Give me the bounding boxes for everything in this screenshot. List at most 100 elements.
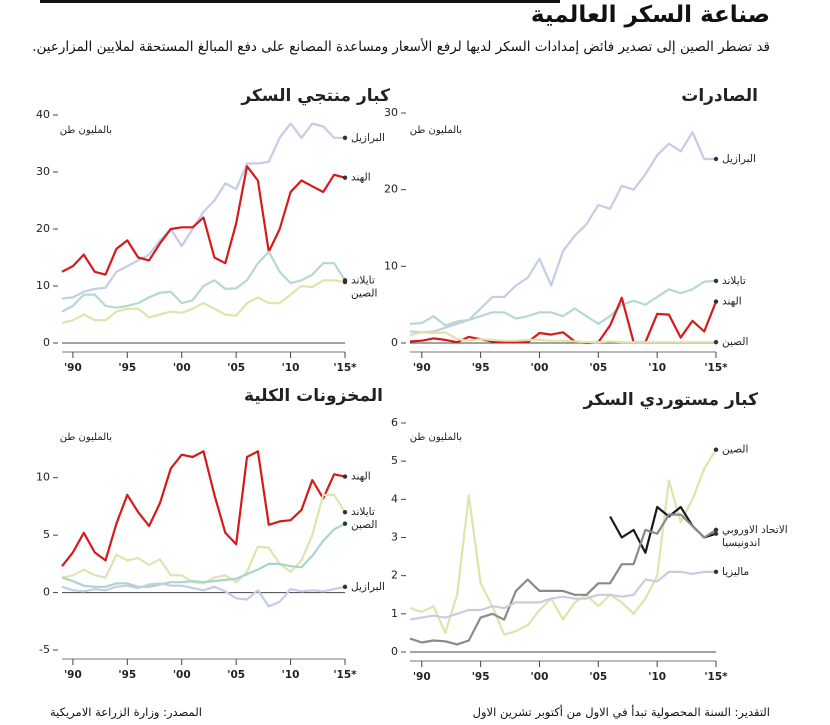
y-tick-label: 5 [43, 528, 50, 541]
series-line [409, 279, 717, 327]
end-dot [342, 279, 348, 285]
y-tick-label: 40 [36, 108, 50, 121]
x-tick-label: '05 [227, 669, 245, 681]
end-dot [342, 474, 348, 479]
series-label: الهند [722, 296, 742, 308]
series-label: اندونيسيا [722, 537, 760, 549]
series-label: الصين [351, 519, 377, 531]
x-tick-label: '15* [333, 669, 357, 681]
series-line [409, 449, 717, 636]
series-label: تايلاند [722, 275, 746, 287]
y-tick-label: 20 [384, 183, 398, 196]
end-dot [342, 521, 348, 526]
y-tick-label: 4 [391, 492, 398, 505]
x-tick-label: '00 [173, 362, 191, 374]
series-line [409, 570, 716, 621]
x-tick-label: '05 [589, 362, 607, 374]
series-line [61, 582, 346, 608]
series-label: تايلاند [351, 274, 375, 286]
source: المصدر: وزارة الزراعة الامريكية [50, 705, 202, 719]
series-line [61, 450, 346, 567]
x-tick-label: '90 [413, 362, 431, 374]
unit-label: بالمليون طن [410, 432, 462, 443]
chart-title: كبار مستوردي السكر [583, 390, 758, 410]
end-dot [713, 156, 719, 162]
end-dot [342, 584, 348, 590]
end-dot [713, 278, 719, 284]
series-label: الاتحاد الاوروبي [722, 524, 788, 536]
y-tick-label: 5 [391, 454, 398, 467]
series-label: الصين [722, 336, 748, 348]
x-tick-label: '90 [64, 362, 82, 374]
x-tick-label: '95 [472, 362, 490, 374]
x-tick-label: '95 [472, 671, 490, 683]
y-tick-label: 10 [384, 259, 398, 272]
series-label: البرازيل [351, 581, 385, 593]
chart-title: الصادرات [681, 86, 758, 106]
y-tick-label: 30 [384, 106, 398, 119]
footnote: التقدير: السنة المحصولية تبدأ في الاول م… [472, 705, 770, 719]
x-tick-label: '15* [704, 671, 728, 683]
series-line [61, 122, 345, 300]
unit-label: بالمليون طن [60, 125, 112, 136]
end-dot [713, 340, 719, 345]
series-line [409, 331, 716, 344]
y-tick-label: 2 [391, 569, 398, 582]
y-tick-label: 1 [391, 607, 398, 620]
series-line [409, 296, 718, 345]
end-dot [713, 447, 719, 452]
x-tick-label: '05 [589, 671, 607, 683]
series-line [409, 513, 717, 646]
unit-label: بالمليون طن [60, 432, 112, 443]
end-dot [342, 135, 348, 140]
series-line [61, 165, 346, 276]
series-label: الهند [351, 172, 371, 184]
x-tick-label: '10 [648, 671, 666, 683]
page-title: صناعة السكر العالمية [530, 2, 770, 28]
end-dot [342, 175, 348, 180]
end-dot [713, 569, 719, 575]
y-tick-label: 3 [391, 531, 398, 544]
y-tick-label: 6 [391, 416, 398, 429]
y-tick-label: 30 [36, 165, 50, 178]
x-tick-label: '95 [118, 669, 136, 681]
x-tick-label: '10 [648, 362, 666, 374]
series-label: الصين [722, 444, 748, 456]
series-line [409, 131, 716, 334]
series-label: البرازيل [722, 153, 756, 165]
series-line [61, 493, 346, 585]
series-line [61, 522, 346, 588]
series-label: الهند [351, 471, 371, 483]
y-tick-label: 20 [36, 222, 50, 235]
x-tick-label: '10 [282, 669, 300, 681]
end-dot [713, 527, 719, 533]
x-tick-label: '95 [118, 362, 136, 374]
page-subtitle: قد تضطر الصين إلى تصدير فائض إمدادات الس… [32, 39, 770, 55]
chart-title: كبار منتجي السكر [240, 86, 390, 106]
top-rule [40, 0, 560, 3]
end-dot [342, 509, 348, 515]
end-dot [713, 531, 719, 536]
x-tick-label: '00 [173, 669, 191, 681]
series-label: الصين [351, 287, 377, 299]
series-line [61, 250, 346, 313]
series-line [61, 279, 346, 325]
x-tick-label: '05 [227, 362, 245, 374]
x-tick-label: '10 [282, 362, 300, 374]
end-dot [713, 299, 719, 304]
x-tick-label: '90 [413, 671, 431, 683]
x-tick-label: '15* [704, 362, 728, 374]
unit-label: بالمليون طن [410, 125, 462, 136]
x-tick-label: '00 [531, 671, 549, 683]
y-tick-label: 0 [391, 336, 398, 349]
series-label: البرازيل [351, 132, 385, 144]
x-tick-label: '90 [64, 669, 82, 681]
series-label: ماليزيا [722, 566, 749, 578]
y-tick-label: 10 [36, 471, 50, 484]
series-label: تايلاند [351, 506, 375, 518]
y-tick-label: -5 [39, 643, 50, 656]
y-tick-label: 0 [43, 336, 50, 349]
y-tick-label: 10 [36, 279, 50, 292]
